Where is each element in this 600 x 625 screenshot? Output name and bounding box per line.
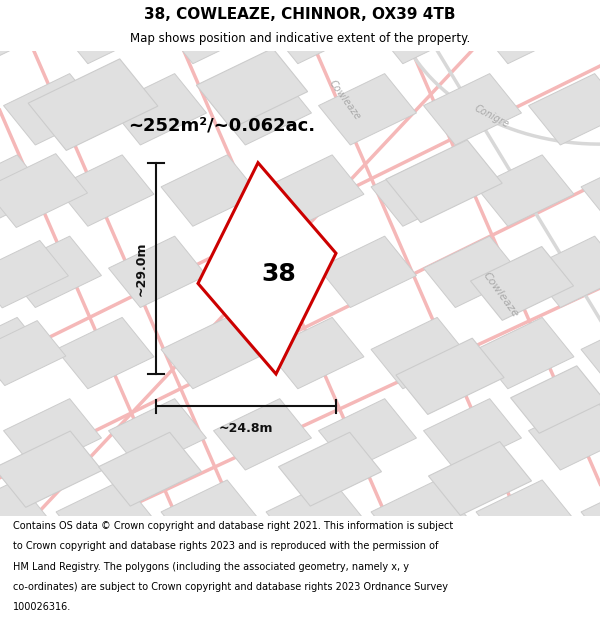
- Polygon shape: [196, 48, 308, 129]
- Polygon shape: [476, 318, 574, 389]
- Polygon shape: [476, 480, 574, 551]
- Text: ~29.0m: ~29.0m: [134, 241, 148, 296]
- Polygon shape: [266, 155, 364, 226]
- Polygon shape: [109, 399, 206, 470]
- Polygon shape: [386, 140, 502, 222]
- Polygon shape: [266, 318, 364, 389]
- Polygon shape: [4, 399, 101, 470]
- Polygon shape: [581, 480, 600, 551]
- Polygon shape: [28, 59, 158, 151]
- Text: 38: 38: [262, 262, 296, 286]
- Polygon shape: [581, 155, 600, 226]
- Polygon shape: [161, 155, 259, 226]
- Polygon shape: [4, 561, 101, 625]
- Polygon shape: [161, 0, 259, 64]
- Polygon shape: [109, 561, 206, 625]
- Polygon shape: [214, 561, 311, 625]
- Text: 100026316.: 100026316.: [13, 602, 71, 612]
- Polygon shape: [476, 155, 574, 226]
- Polygon shape: [161, 480, 259, 551]
- Text: Conigre: Conigre: [473, 103, 511, 129]
- Polygon shape: [476, 0, 574, 64]
- Polygon shape: [161, 318, 259, 389]
- Polygon shape: [319, 561, 416, 625]
- Polygon shape: [424, 236, 521, 308]
- Polygon shape: [214, 399, 311, 470]
- Polygon shape: [424, 561, 521, 625]
- Polygon shape: [0, 0, 49, 64]
- Polygon shape: [529, 74, 600, 145]
- Polygon shape: [98, 432, 202, 506]
- Polygon shape: [0, 431, 102, 508]
- Polygon shape: [214, 74, 311, 145]
- Polygon shape: [0, 321, 66, 386]
- Polygon shape: [371, 0, 469, 64]
- Polygon shape: [371, 318, 469, 389]
- Polygon shape: [319, 74, 416, 145]
- Text: Cowleaze: Cowleaze: [481, 271, 521, 319]
- Polygon shape: [428, 441, 532, 516]
- Polygon shape: [529, 399, 600, 470]
- Polygon shape: [4, 74, 101, 145]
- Polygon shape: [424, 399, 521, 470]
- Polygon shape: [56, 155, 154, 226]
- Polygon shape: [109, 74, 206, 145]
- Polygon shape: [4, 236, 101, 308]
- Polygon shape: [266, 480, 364, 551]
- Text: co-ordinates) are subject to Crown copyright and database rights 2023 Ordnance S: co-ordinates) are subject to Crown copyr…: [13, 582, 448, 592]
- Polygon shape: [511, 366, 600, 433]
- Polygon shape: [0, 155, 49, 226]
- Text: Cowleaze: Cowleaze: [327, 78, 363, 122]
- Text: Contains OS data © Crown copyright and database right 2021. This information is : Contains OS data © Crown copyright and d…: [13, 521, 454, 531]
- Polygon shape: [319, 236, 416, 308]
- Polygon shape: [56, 0, 154, 64]
- Text: HM Land Registry. The polygons (including the associated geometry, namely x, y: HM Land Registry. The polygons (includin…: [13, 561, 409, 571]
- Polygon shape: [371, 480, 469, 551]
- Polygon shape: [581, 318, 600, 389]
- Polygon shape: [0, 318, 49, 389]
- Polygon shape: [198, 162, 336, 374]
- Text: ~24.8m: ~24.8m: [219, 422, 273, 435]
- Polygon shape: [278, 432, 382, 506]
- Text: Map shows position and indicative extent of the property.: Map shows position and indicative extent…: [130, 32, 470, 45]
- Polygon shape: [56, 318, 154, 389]
- Polygon shape: [396, 338, 504, 414]
- Polygon shape: [581, 0, 600, 64]
- Text: to Crown copyright and database rights 2023 and is reproduced with the permissio: to Crown copyright and database rights 2…: [13, 541, 439, 551]
- Text: ~252m²/~0.062ac.: ~252m²/~0.062ac.: [128, 116, 316, 134]
- Polygon shape: [424, 74, 521, 145]
- Polygon shape: [266, 0, 364, 64]
- Polygon shape: [214, 236, 311, 308]
- Text: 38, COWLEAZE, CHINNOR, OX39 4TB: 38, COWLEAZE, CHINNOR, OX39 4TB: [144, 7, 456, 22]
- Polygon shape: [0, 154, 88, 228]
- Polygon shape: [529, 236, 600, 308]
- Polygon shape: [0, 241, 68, 308]
- Polygon shape: [319, 399, 416, 470]
- Polygon shape: [56, 480, 154, 551]
- Polygon shape: [109, 236, 206, 308]
- Polygon shape: [371, 155, 469, 226]
- Polygon shape: [470, 246, 574, 321]
- Polygon shape: [529, 561, 600, 625]
- Polygon shape: [0, 480, 49, 551]
